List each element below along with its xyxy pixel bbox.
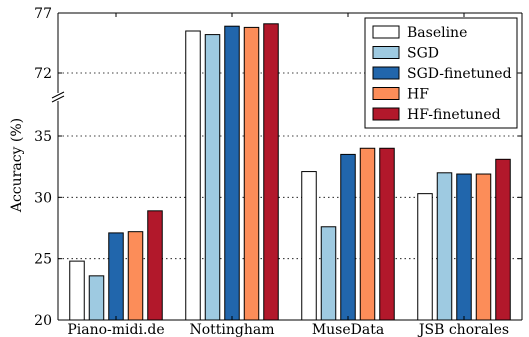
bar xyxy=(379,147,395,321)
bar xyxy=(224,25,240,321)
legend-label: HF-finetuned xyxy=(407,107,501,123)
bar xyxy=(320,226,337,321)
x-tick-label: Piano-midi.de xyxy=(67,322,164,337)
bar xyxy=(127,231,144,321)
x-ticks: Piano-midi.de Nottingham MuseData JSB chora… xyxy=(67,13,509,337)
bar xyxy=(108,232,124,321)
axis-break-mark xyxy=(51,95,65,103)
x-tick-label: JSB chorales xyxy=(417,322,509,337)
y-axis-label: Accuracy (%) xyxy=(9,118,25,213)
legend-swatch xyxy=(372,87,400,100)
bar xyxy=(263,23,279,321)
bar xyxy=(475,173,492,321)
legend-label: SGD xyxy=(407,46,439,62)
bar xyxy=(359,147,376,321)
x-tick-label: Nottingham xyxy=(189,322,274,337)
bar xyxy=(243,26,260,321)
y-tick-label: 35 xyxy=(34,129,52,145)
legend-label: Baseline xyxy=(407,25,467,41)
bar xyxy=(204,34,221,321)
legend: Baseline SGD SGD-finetuned HF HF-finetuned xyxy=(364,17,518,129)
y-tick-label: 72 xyxy=(34,66,52,82)
bar xyxy=(456,173,472,321)
legend-label: SGD-finetuned xyxy=(407,66,512,82)
bar xyxy=(340,153,356,321)
axis-break-mark xyxy=(51,91,65,99)
x-tick-label: MuseData xyxy=(312,322,384,337)
bar xyxy=(185,30,201,321)
bar xyxy=(495,158,511,321)
y-tick-label: 20 xyxy=(34,313,52,329)
y-tick-label: 30 xyxy=(34,190,52,206)
y-ticks: 20 25 30 35 72 77 xyxy=(34,6,522,329)
bar xyxy=(147,210,163,321)
bar xyxy=(301,171,317,321)
bar xyxy=(436,172,453,321)
legend-label: HF xyxy=(407,87,429,103)
axes xyxy=(51,12,523,321)
y-tick-label: 25 xyxy=(34,252,52,268)
y-tick-label: 77 xyxy=(34,6,52,22)
bar xyxy=(69,260,85,321)
legend-swatch xyxy=(372,46,400,59)
bar xyxy=(417,193,433,321)
legend-swatch xyxy=(372,25,400,39)
legend-swatch xyxy=(372,66,400,80)
legend-swatch xyxy=(372,107,400,121)
bar xyxy=(88,275,105,321)
bars-group xyxy=(69,23,511,321)
